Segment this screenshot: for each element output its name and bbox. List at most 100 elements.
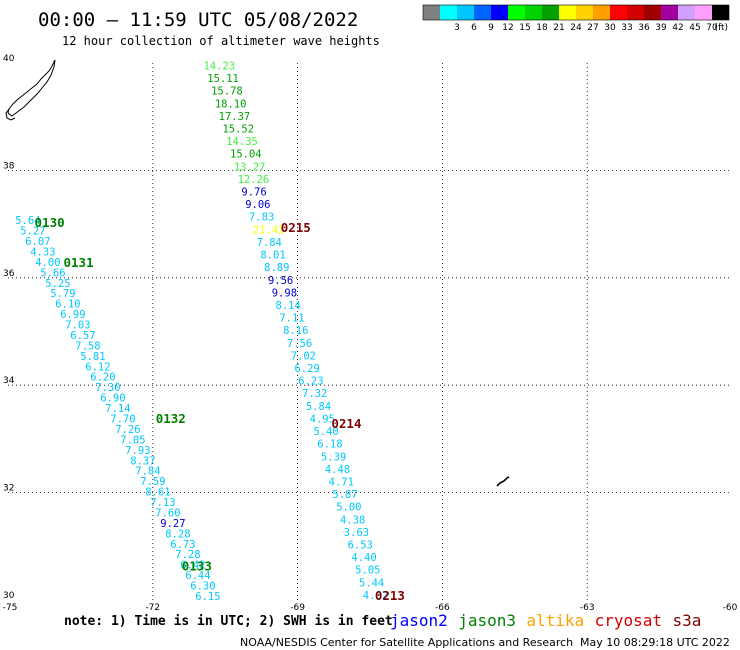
wave-height-value: 6.30 xyxy=(190,581,215,593)
wave-height-value: 8.89 xyxy=(264,262,289,274)
legend-swatch xyxy=(593,5,610,20)
coastline-shape xyxy=(7,59,56,117)
page-subtitle: 12 hour collection of altimeter wave hei… xyxy=(62,34,380,48)
wave-height-value: 15.78 xyxy=(211,86,243,98)
wave-height-value: 5.39 xyxy=(321,451,346,463)
wave-height-value: 14.23 xyxy=(203,60,235,72)
legend-swatch xyxy=(542,5,559,20)
wave-height-value: 7.93 xyxy=(125,445,150,457)
footer-note: note: 1) Time is in UTC; 2) SWH is in fe… xyxy=(64,614,393,629)
wave-height-value: 5.25 xyxy=(45,278,70,290)
wave-height-value: 8.61 xyxy=(145,487,170,499)
x-tick-label: -63 xyxy=(580,603,595,613)
coastline xyxy=(5,59,510,487)
legend-label: 12 xyxy=(502,23,513,33)
satellite-name: jason3 xyxy=(458,611,516,630)
legend-swatch xyxy=(661,5,678,20)
legend-swatch xyxy=(423,5,440,20)
pass-label: 0131 xyxy=(64,255,94,270)
color-scale-legend: 3 6 9 12 15 18 21 24 27 30 33 36 39 42 45 70(ft) xyxy=(422,4,730,33)
x-tick-label: -72 xyxy=(145,603,160,613)
wave-height-value: 6.12 xyxy=(85,361,110,373)
legend-label: 3 xyxy=(454,23,460,33)
wave-height-value: 8.28 xyxy=(165,528,190,540)
wave-height-value: 7.26 xyxy=(115,424,140,436)
wave-height-value: 21.41 xyxy=(253,224,285,236)
legend-label: 21 xyxy=(553,23,564,33)
satellite-name: jason2 xyxy=(390,611,448,630)
legend-label: 30 xyxy=(604,23,616,33)
wave-height-value: 7.58 xyxy=(75,340,100,352)
wave-height-value: 6.99 xyxy=(60,309,85,321)
legend-label: 27 xyxy=(587,23,598,33)
satellite-key: jason2 jason3 altika cryosat s3a xyxy=(390,611,701,630)
wave-height-value: 4.48 xyxy=(325,464,350,476)
wave-height-value: 7.02 xyxy=(291,350,316,362)
wave-height-value: 9.06 xyxy=(245,199,270,211)
legend-label: 6 xyxy=(471,23,477,33)
wave-height-value: 4.71 xyxy=(329,476,354,488)
legend-label: 42 xyxy=(672,23,683,33)
legend-frame xyxy=(422,4,730,21)
wave-height-value: 6.73 xyxy=(170,539,195,551)
legend-swatch xyxy=(610,5,627,20)
wave-height-value: 7.59 xyxy=(140,476,165,488)
wave-height-value: 5.05 xyxy=(355,565,380,577)
wave-height-values: 5.645.276.074.334.005.665.255.796.106.99… xyxy=(15,60,388,603)
legend-label: 36 xyxy=(638,23,650,33)
lat-lon-grid xyxy=(8,63,732,600)
wave-height-value: 4.62 xyxy=(363,590,388,602)
wave-height-value: 6.20 xyxy=(90,372,115,384)
pass-label: 0130 xyxy=(35,215,65,230)
legend-label: 18 xyxy=(536,23,548,33)
legend-swatch xyxy=(508,5,525,20)
satellite-name: s3a xyxy=(673,611,702,630)
page-title: 00:00 – 11:59 UTC 05/08/2022 xyxy=(38,9,358,31)
y-tick-label: 34 xyxy=(3,376,15,386)
wave-height-value: 6.23 xyxy=(298,376,323,388)
legend-swatch xyxy=(644,5,661,20)
wave-height-value: 6.90 xyxy=(100,393,125,405)
island-bermuda xyxy=(496,476,510,487)
wave-height-value: 5.40 xyxy=(313,426,338,438)
wave-height-value: 4.33 xyxy=(30,246,55,258)
legend-label: 45 xyxy=(689,23,700,33)
legend-label: 33 xyxy=(621,23,632,33)
wave-height-value: 5.79 xyxy=(50,288,75,300)
wave-height-value: 9.76 xyxy=(241,187,266,199)
footer-note-text: note: 1) Time is in UTC; 2) SWH is in fe… xyxy=(64,614,393,629)
wave-height-value: 6.57 xyxy=(70,330,95,342)
wave-height-value: 5.66 xyxy=(40,267,65,279)
wave-height-value: 7.30 xyxy=(95,382,120,394)
x-tick-label: -69 xyxy=(290,603,305,613)
legend-swatch xyxy=(576,5,593,20)
pass-labels: 0130 0131 0132 0133 0215 0214 0213 xyxy=(35,215,405,603)
wave-height-value: 5.81 xyxy=(80,351,105,363)
wave-height-value: 9.56 xyxy=(268,275,293,287)
x-tick-label: -60 xyxy=(723,603,738,613)
pass-label: 0213 xyxy=(375,588,405,603)
wave-height-value: 15.04 xyxy=(230,149,262,161)
wave-height-value: 7.70 xyxy=(110,413,135,425)
wave-height-value: 8.14 xyxy=(276,300,301,312)
y-tick-label: 36 xyxy=(3,269,15,279)
wave-height-value: 7.60 xyxy=(155,507,180,519)
wave-height-value: 5.44 xyxy=(359,577,384,589)
legend-swatch xyxy=(525,5,542,20)
wave-height-value: 13.27 xyxy=(234,161,266,173)
wave-height-value: 7.13 xyxy=(150,497,175,509)
pass-label: 0214 xyxy=(331,416,361,431)
pass-label: 0215 xyxy=(281,220,311,235)
legend-swatch xyxy=(712,5,729,20)
wave-height-value: 14.35 xyxy=(226,136,258,148)
y-tick-label: 40 xyxy=(3,54,15,64)
wave-height-value: 7.84 xyxy=(257,237,282,249)
satellite-name: altika xyxy=(526,611,584,630)
wave-height-value: 6.42 xyxy=(180,560,205,572)
legend-unit: (ft) xyxy=(714,23,728,33)
legend-label: 9 xyxy=(488,23,494,33)
legend-swatch xyxy=(457,5,474,20)
wave-height-value: 5.00 xyxy=(336,502,361,514)
wave-height-value: 12.26 xyxy=(238,174,270,186)
